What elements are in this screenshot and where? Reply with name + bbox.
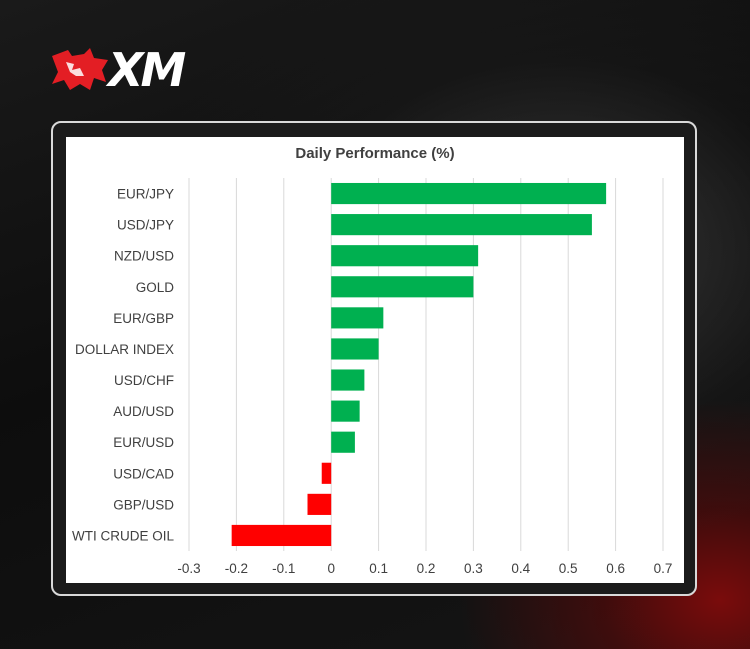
logo-text: XM — [108, 43, 186, 97]
bar-eur-jpy — [331, 182, 607, 205]
x-tick-label: 0.6 — [606, 561, 625, 576]
category-label: EUR/JPY — [117, 187, 174, 202]
bar-usd-jpy — [331, 214, 592, 236]
bar-usd-chf — [331, 369, 365, 391]
category-label: DOLLAR INDEX — [75, 342, 174, 357]
gridlines — [188, 178, 664, 551]
category-label: GOLD — [136, 280, 175, 295]
x-tick-label: 0.3 — [464, 561, 483, 576]
bar-gold — [331, 276, 474, 298]
bar-eur-gbp — [331, 307, 384, 329]
chart-title: Daily Performance (%) — [295, 145, 455, 162]
xm-logo: XM — [50, 43, 200, 97]
bar-usd-cad — [321, 462, 332, 484]
bar-eur-usd — [331, 431, 355, 453]
bar-nzd-usd — [331, 245, 479, 267]
chart-panel: Daily Performance (%) EUR/JPY USD/JPY NZD/… — [66, 137, 684, 583]
x-tick-label: 0.1 — [369, 561, 388, 576]
x-tick-label: -0.2 — [225, 561, 248, 576]
bar-gbp-usd — [307, 493, 332, 515]
x-tick-label: 0.5 — [559, 561, 578, 576]
bars — [231, 182, 607, 547]
bull-icon — [52, 48, 108, 90]
x-tick-label: -0.1 — [272, 561, 295, 576]
x-tick-label: 0.4 — [511, 561, 530, 576]
x-tick-label: -0.3 — [177, 561, 200, 576]
x-tick-label: 0.2 — [417, 561, 436, 576]
x-tick-label: 0 — [327, 561, 335, 576]
category-label: USD/CHF — [114, 373, 174, 388]
category-labels: EUR/JPY USD/JPY NZD/USD GOLD EUR/GBP DOLLAR I… — [72, 187, 174, 544]
category-label: WTI CRUDE OIL — [72, 528, 174, 543]
category-label: EUR/GBP — [113, 311, 174, 326]
category-label: EUR/USD — [113, 435, 174, 450]
category-label: NZD/USD — [114, 249, 174, 264]
bar-aud-usd — [331, 400, 360, 422]
category-label: USD/JPY — [117, 218, 174, 233]
x-tick-label: 0.7 — [654, 561, 673, 576]
x-tick-labels: -0.3 -0.2 -0.1 0 0.1 0.2 0.3 0.4 0.5 0.6 0.7 — [177, 561, 672, 576]
category-label: AUD/USD — [113, 404, 174, 419]
category-label: GBP/USD — [113, 497, 174, 512]
bar-dollar-index — [331, 338, 379, 360]
bar-chart: EUR/JPY USD/JPY NZD/USD GOLD EUR/GBP DOLLAR I… — [72, 178, 672, 576]
bar-wti-crude-oil — [231, 524, 332, 547]
category-label: USD/CAD — [113, 466, 174, 481]
